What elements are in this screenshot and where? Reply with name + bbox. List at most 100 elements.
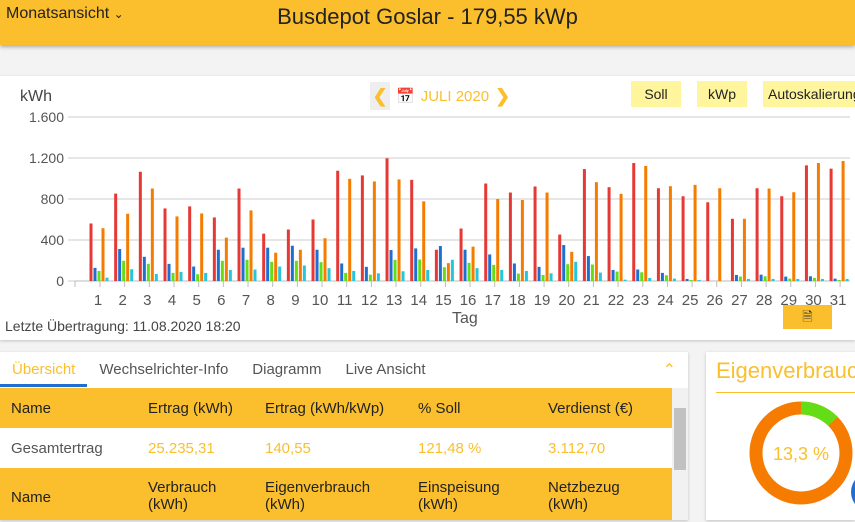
bar [697,279,701,281]
chevron-up-icon[interactable]: ⌃ [662,362,676,379]
bar [598,272,602,281]
bar [150,188,154,281]
bar [549,273,553,281]
col-name: Name [11,400,52,417]
col-einspeisung: Einspeisung (kWh) [418,479,500,513]
scrollbar-thumb[interactable] [674,408,686,470]
bar [829,168,833,281]
y-tick-label: 800 [41,191,65,207]
donut-chart: 13,3 % [749,401,855,505]
bar [566,264,570,281]
scrollbar[interactable] [672,388,688,520]
bar [327,268,331,281]
autoscale-button[interactable]: Autoskalierung [763,81,855,107]
bar [401,271,405,281]
bar [323,238,327,281]
export-pdf-button[interactable]: 🗎 [783,305,832,329]
file-code-icon: 🗎 [802,309,813,324]
bar [360,175,364,281]
tab-live-ansicht[interactable]: Live Ansicht [345,361,426,378]
soll-button[interactable]: Soll [631,81,681,107]
bar [660,272,664,281]
tab-uebersicht[interactable]: Übersicht [0,352,88,387]
bar [685,278,689,281]
bar [262,233,266,281]
x-tick-label: 31 [830,292,847,309]
bar [742,218,746,281]
month-label[interactable]: JULI 2020 [420,87,490,105]
x-tick-label: 6 [217,292,225,309]
bar [845,278,849,281]
bar [245,259,249,281]
bar [516,273,520,281]
x-tick-label: 5 [193,292,201,309]
bar [623,279,627,281]
bar [348,178,352,281]
bar [734,274,738,281]
kwp-button[interactable]: kWp [697,81,747,107]
overview-card: Übersicht Wechselrichter-Info Diagramm L… [0,352,688,520]
bar [632,163,636,281]
bar [763,276,767,281]
bar [352,270,356,281]
row-name: Gesamtertrag [11,440,103,457]
tab-diagramm[interactable]: Diagramm [252,361,322,378]
chevron-left-icon[interactable]: ❮ [370,82,390,110]
bar [574,261,578,281]
bar [524,270,528,281]
ertrag-value: 25.235,31 [148,440,215,457]
bar [196,274,200,281]
bar [792,192,796,281]
bar [681,196,685,281]
bar [767,188,771,281]
bar [537,266,541,281]
bar [442,267,446,281]
bar [266,247,270,281]
bar [500,269,504,281]
x-tick-label: 1 [94,292,102,309]
bar [636,269,640,281]
bar [496,199,500,281]
bar [138,171,142,281]
bar [508,192,512,281]
bar [784,276,788,281]
chart-card: kWh ❮ 📅 JULI 2020 ❯ Soll kWp Autoskalier… [0,76,855,340]
bar [344,272,348,281]
col-netzbezug: Netzbezug (kWh) [548,479,620,513]
tab-wechselrichter-info[interactable]: Wechselrichter-Info [99,361,229,378]
bar [253,269,257,281]
bar [816,163,820,281]
table-row: Gesamtertrag 25.235,31 140,55 121,48 % 3… [0,428,672,468]
bar [311,219,315,281]
x-tick-label: 12 [361,292,378,309]
app-header: Monatsansicht ⌄ Busdepot Goslar - 179,55… [0,0,855,45]
x-tick-label: 9 [291,292,299,309]
y-tick-label: 0 [56,273,64,289]
bar [294,260,298,281]
bar [570,251,574,281]
y-axis-unit: kWh [20,88,52,105]
bar [619,193,623,281]
bar [788,278,792,281]
bar [594,182,598,281]
bar [290,245,294,281]
bar [188,206,192,281]
x-tick-label: 19 [534,292,551,309]
view-selector[interactable]: Monatsansicht ⌄ [6,5,124,23]
bar [89,223,93,281]
bar [640,272,644,281]
x-tick-label: 29 [780,292,797,309]
x-tick-label: 22 [608,292,625,309]
bar [475,268,479,281]
bar [204,272,208,281]
bar [216,249,220,281]
x-tick-label: 26 [706,292,723,309]
bar [114,193,118,281]
x-tick-label: 30 [805,292,822,309]
chevron-right-icon[interactable]: ❯ [495,85,511,106]
donut-title: Eigenverbrauch [716,358,855,383]
bar [759,274,763,281]
bar [302,265,306,281]
bar [418,259,422,281]
bar [837,279,841,281]
